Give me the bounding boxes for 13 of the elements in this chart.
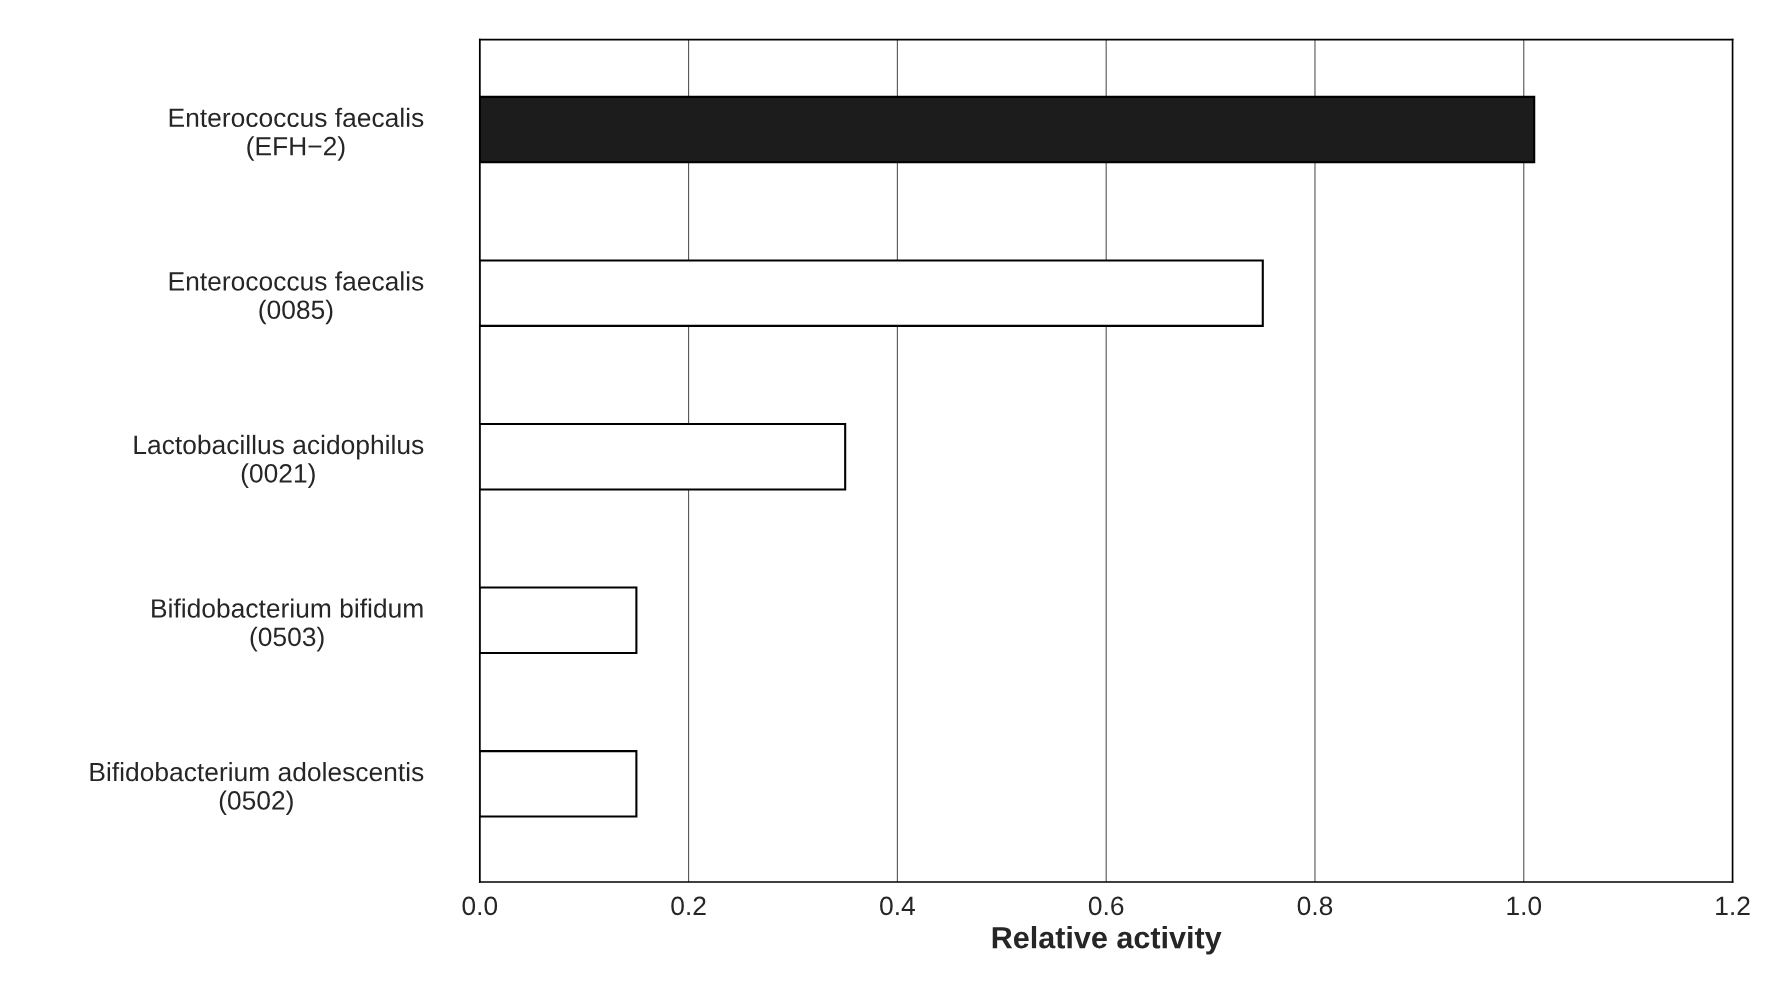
x-tick-label: 0.0 [462,896,498,916]
y-tick-label: Lactobacillus acidophilus (0021) [134,434,424,488]
y-tick-label: Enterococcus faecalis (0085) [169,271,424,325]
x-tick-label: 0.2 [671,896,706,916]
x-tick-label: 0.4 [880,896,915,916]
y-tick-label: Bifidobacterium adolescentis (0502) [90,761,424,815]
x-tick-label: 0.6 [1088,896,1124,916]
x-axis-title: Relative activity [992,926,1222,955]
x-tick-label: 0.8 [1297,896,1333,916]
y-tick-label: Bifidobacterium bifidum (0503) [152,598,423,652]
x-tick-label: 1.0 [1507,896,1542,916]
y-tick-label: Enterococcus faecalis (EFH−2) [169,107,424,161]
x-tick-label: 1.2 [1716,896,1750,915]
